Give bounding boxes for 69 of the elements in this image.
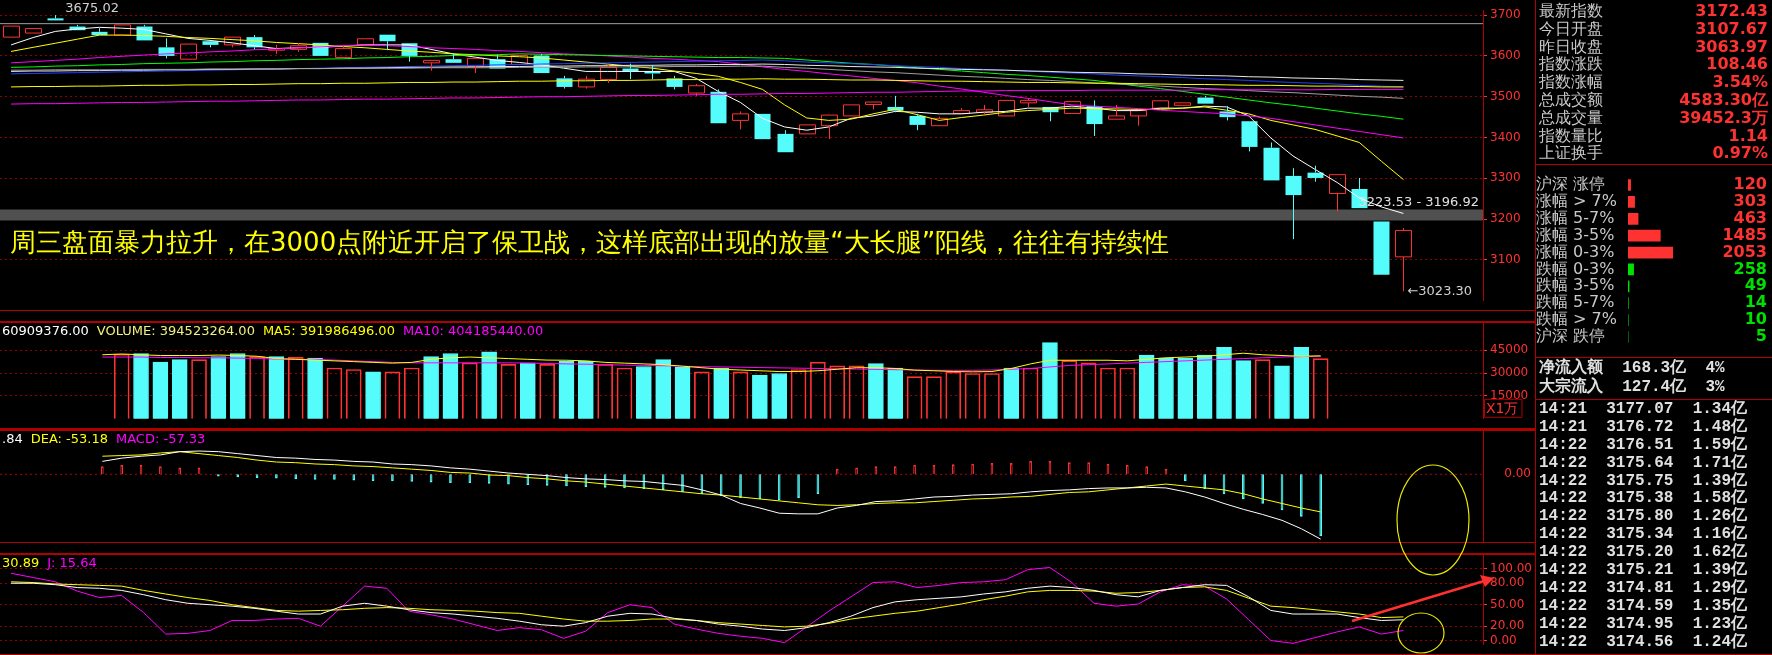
y-tick-label: 涨幅 3-5% bbox=[1536, 224, 1615, 244]
text: 上证换手 0.97% bbox=[1539, 143, 1768, 163]
y-tick-label: 20.00 bbox=[1490, 618, 1525, 633]
data-label: 10 bbox=[1744, 309, 1767, 329]
data-label: 120 bbox=[1733, 174, 1767, 194]
y-tick-label: 100.00 bbox=[1490, 561, 1532, 576]
y-tick-label: 跌幅 5-7% bbox=[1536, 292, 1615, 312]
y-tick-label: 3400 bbox=[1490, 129, 1521, 144]
text: 大宗流入 127.4亿 3% bbox=[1539, 378, 1725, 397]
text: 14:22 3174.95 1.23亿 bbox=[1539, 614, 1748, 633]
text: 净流入额 168.3亿 4% bbox=[1539, 359, 1725, 377]
y-tick-label: 跌幅 > 7% bbox=[1536, 309, 1617, 329]
chart-title: 60909376.00 bbox=[2, 323, 89, 339]
y-tick-label: 跌幅 0-3% bbox=[1536, 258, 1615, 278]
text: 14:21 3176.72 1.48亿 bbox=[1539, 417, 1748, 436]
y-tick-label: 80.00 bbox=[1490, 575, 1525, 590]
text: 总成交量 39452.3万 bbox=[1539, 107, 1768, 127]
y-tick-label: 3200 bbox=[1490, 211, 1521, 226]
text: 14:22 3175.21 1.39亿 bbox=[1539, 561, 1748, 579]
text: 14:22 3175.38 1.58亿 bbox=[1539, 489, 1748, 508]
text: 14:22 3174.81 1.29亿 bbox=[1539, 578, 1748, 597]
series-label: MA10: 404185440.00 bbox=[402, 323, 544, 339]
series-label: MA5: 391986496.00 bbox=[262, 323, 395, 339]
data-label: 14 bbox=[1744, 292, 1767, 312]
y-tick-label: 15000 bbox=[1490, 388, 1529, 403]
series-label: 30.89 bbox=[2, 555, 40, 571]
data-label: 1485 bbox=[1722, 224, 1767, 244]
text: 14:22 3176.51 1.59亿 bbox=[1539, 435, 1748, 454]
y-tick-label: 3500 bbox=[1490, 88, 1521, 103]
y-tick-label: 0.00 bbox=[1490, 632, 1517, 647]
text: 14:22 3175.75 1.39亿 bbox=[1539, 471, 1748, 490]
series-label: DEA: -53.18 bbox=[30, 430, 108, 446]
text: 14:22 3175.80 1.26亿 bbox=[1539, 507, 1748, 526]
text: 指数涨幅 3.54% bbox=[1539, 72, 1768, 92]
text: 指数涨跌 108.46 bbox=[1539, 54, 1768, 74]
text: 14:22 3175.20 1.62亿 bbox=[1539, 543, 1748, 562]
y-tick-label: 50.00 bbox=[1490, 596, 1525, 611]
text: 指数量比 1.14 bbox=[1539, 125, 1768, 145]
y-tick-label: 沪深 跌停 bbox=[1536, 326, 1606, 346]
data-label: 258 bbox=[1733, 258, 1767, 278]
text: 14:22 3175.34 1.16亿 bbox=[1539, 525, 1748, 544]
y-tick-label: 3300 bbox=[1490, 170, 1521, 185]
y-axis-title: X1万 bbox=[1486, 400, 1519, 417]
y-tick-label: 跌幅 3-5% bbox=[1536, 275, 1615, 295]
y-tick-label: 45000 bbox=[1490, 342, 1529, 357]
text: 14:21 3177.07 1.34亿 bbox=[1539, 400, 1748, 418]
text: 14:22 3174.59 1.35亿 bbox=[1539, 596, 1748, 615]
y-tick-label: 3700 bbox=[1490, 7, 1521, 22]
text: MACD: -57.33 bbox=[115, 430, 206, 446]
data-label: 2053 bbox=[1722, 241, 1767, 261]
annotation: 3675.02 bbox=[65, 0, 120, 15]
text: 今日开盘 3107.67 bbox=[1539, 18, 1768, 38]
series-label: VOLUME: 394523264.00 bbox=[96, 323, 255, 339]
text: 14:22 3174.56 1.24亿 bbox=[1539, 632, 1748, 652]
data-label: 49 bbox=[1744, 275, 1767, 295]
text: 14:22 3175.64 1.71亿 bbox=[1539, 453, 1748, 472]
data-label: 5 bbox=[1755, 326, 1767, 346]
text: 最新指数 3172.43 bbox=[1539, 1, 1768, 20]
y-tick-label: 3100 bbox=[1490, 252, 1521, 267]
text: 总成交额 4583.30亿 bbox=[1539, 89, 1768, 109]
y-tick-label: 沪深 涨停 bbox=[1536, 174, 1606, 194]
y-tick-label: 3600 bbox=[1490, 48, 1521, 63]
y-tick-label: 涨幅 0-3% bbox=[1536, 241, 1615, 261]
text: 昨日收盘 3063.97 bbox=[1539, 36, 1768, 56]
text: .84 bbox=[2, 430, 23, 446]
y-tick-label: 30000 bbox=[1490, 365, 1529, 380]
annotation: 周三盘面暴力拉升，在3000点附近开启了保卫战，这样底部出现的放量“大长腿”阳线，往往有持续性 bbox=[10, 226, 1170, 257]
annotation: ←3023.30 bbox=[1407, 282, 1473, 298]
series-label: J: 15.64 bbox=[46, 555, 97, 571]
